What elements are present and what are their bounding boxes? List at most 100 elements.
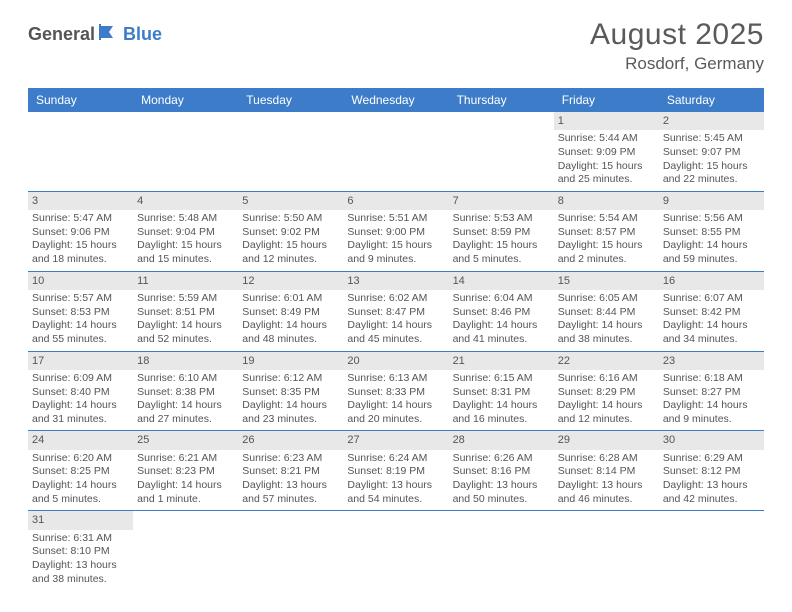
week-row: 31Sunrise: 6:31 AMSunset: 8:10 PMDayligh… [28,511,764,590]
day-cell: 21Sunrise: 6:15 AMSunset: 8:31 PMDayligh… [449,352,554,431]
daylight-line: Daylight: 14 hours and 41 minutes. [453,319,550,346]
sunrise-line: Sunrise: 6:16 AM [558,372,655,386]
day-number: 3 [28,192,133,210]
sunrise-line: Sunrise: 6:29 AM [663,452,760,466]
day-details: Sunrise: 5:59 AMSunset: 8:51 PMDaylight:… [133,290,238,351]
page-header: General Blue August 2025 Rosdorf, German… [0,0,792,82]
day-cell: 30Sunrise: 6:29 AMSunset: 8:12 PMDayligh… [659,431,764,510]
empty-cell [659,511,764,590]
day-details: Sunrise: 6:12 AMSunset: 8:35 PMDaylight:… [238,370,343,431]
sunset-line: Sunset: 8:46 PM [453,306,550,320]
day-details: Sunrise: 5:56 AMSunset: 8:55 PMDaylight:… [659,210,764,271]
sunset-line: Sunset: 9:02 PM [242,226,339,240]
day-number: 14 [449,272,554,290]
day-details: Sunrise: 6:07 AMSunset: 8:42 PMDaylight:… [659,290,764,351]
day-header: Wednesday [343,88,448,112]
day-number: 11 [133,272,238,290]
sunset-line: Sunset: 8:55 PM [663,226,760,240]
sunrise-line: Sunrise: 6:15 AM [453,372,550,386]
daylight-line: Daylight: 13 hours and 42 minutes. [663,479,760,506]
calendar: SundayMondayTuesdayWednesdayThursdayFrid… [28,88,764,590]
day-number: 16 [659,272,764,290]
sunrise-line: Sunrise: 6:23 AM [242,452,339,466]
sunrise-line: Sunrise: 5:54 AM [558,212,655,226]
day-details: Sunrise: 6:09 AMSunset: 8:40 PMDaylight:… [28,370,133,431]
day-number: 8 [554,192,659,210]
day-number: 21 [449,352,554,370]
empty-cell [554,511,659,590]
day-details: Sunrise: 5:53 AMSunset: 8:59 PMDaylight:… [449,210,554,271]
daylight-line: Daylight: 15 hours and 18 minutes. [32,239,129,266]
day-details: Sunrise: 6:28 AMSunset: 8:14 PMDaylight:… [554,450,659,511]
sunset-line: Sunset: 8:14 PM [558,465,655,479]
sunset-line: Sunset: 8:42 PM [663,306,760,320]
day-cell: 10Sunrise: 5:57 AMSunset: 8:53 PMDayligh… [28,272,133,351]
day-number: 23 [659,352,764,370]
daylight-line: Daylight: 14 hours and 59 minutes. [663,239,760,266]
daylight-line: Daylight: 14 hours and 5 minutes. [32,479,129,506]
day-details: Sunrise: 6:23 AMSunset: 8:21 PMDaylight:… [238,450,343,511]
empty-cell [238,112,343,191]
day-cell: 1Sunrise: 5:44 AMSunset: 9:09 PMDaylight… [554,112,659,191]
empty-cell [343,511,448,590]
day-header: Tuesday [238,88,343,112]
day-cell: 12Sunrise: 6:01 AMSunset: 8:49 PMDayligh… [238,272,343,351]
day-number: 31 [28,511,133,529]
daylight-line: Daylight: 15 hours and 15 minutes. [137,239,234,266]
sunset-line: Sunset: 8:33 PM [347,386,444,400]
sunset-line: Sunset: 8:59 PM [453,226,550,240]
day-number: 4 [133,192,238,210]
sunset-line: Sunset: 8:27 PM [663,386,760,400]
empty-cell [238,511,343,590]
day-details: Sunrise: 5:54 AMSunset: 8:57 PMDaylight:… [554,210,659,271]
sunset-line: Sunset: 8:40 PM [32,386,129,400]
day-header: Friday [554,88,659,112]
day-headers: SundayMondayTuesdayWednesdayThursdayFrid… [28,88,764,112]
sunrise-line: Sunrise: 5:48 AM [137,212,234,226]
day-cell: 5Sunrise: 5:50 AMSunset: 9:02 PMDaylight… [238,192,343,271]
day-cell: 8Sunrise: 5:54 AMSunset: 8:57 PMDaylight… [554,192,659,271]
sunset-line: Sunset: 8:23 PM [137,465,234,479]
title-block: August 2025 Rosdorf, Germany [590,18,764,74]
logo-flag-icon [99,24,121,45]
day-header: Sunday [28,88,133,112]
day-number: 15 [554,272,659,290]
day-details: Sunrise: 6:15 AMSunset: 8:31 PMDaylight:… [449,370,554,431]
sunset-line: Sunset: 8:47 PM [347,306,444,320]
sunrise-line: Sunrise: 6:28 AM [558,452,655,466]
day-cell: 29Sunrise: 6:28 AMSunset: 8:14 PMDayligh… [554,431,659,510]
day-cell: 17Sunrise: 6:09 AMSunset: 8:40 PMDayligh… [28,352,133,431]
daylight-line: Daylight: 14 hours and 1 minute. [137,479,234,506]
day-details: Sunrise: 6:26 AMSunset: 8:16 PMDaylight:… [449,450,554,511]
empty-cell [449,112,554,191]
day-number: 9 [659,192,764,210]
day-number: 28 [449,431,554,449]
day-cell: 24Sunrise: 6:20 AMSunset: 8:25 PMDayligh… [28,431,133,510]
empty-cell [133,112,238,191]
day-cell: 22Sunrise: 6:16 AMSunset: 8:29 PMDayligh… [554,352,659,431]
day-cell: 15Sunrise: 6:05 AMSunset: 8:44 PMDayligh… [554,272,659,351]
sunset-line: Sunset: 9:06 PM [32,226,129,240]
week-row: 24Sunrise: 6:20 AMSunset: 8:25 PMDayligh… [28,431,764,511]
daylight-line: Daylight: 14 hours and 38 minutes. [558,319,655,346]
day-cell: 16Sunrise: 6:07 AMSunset: 8:42 PMDayligh… [659,272,764,351]
daylight-line: Daylight: 14 hours and 23 minutes. [242,399,339,426]
sunrise-line: Sunrise: 6:24 AM [347,452,444,466]
sunset-line: Sunset: 8:35 PM [242,386,339,400]
week-row: 3Sunrise: 5:47 AMSunset: 9:06 PMDaylight… [28,192,764,272]
daylight-line: Daylight: 15 hours and 22 minutes. [663,160,760,187]
sunrise-line: Sunrise: 6:05 AM [558,292,655,306]
daylight-line: Daylight: 15 hours and 25 minutes. [558,160,655,187]
day-details: Sunrise: 6:02 AMSunset: 8:47 PMDaylight:… [343,290,448,351]
day-number: 19 [238,352,343,370]
week-row: 17Sunrise: 6:09 AMSunset: 8:40 PMDayligh… [28,352,764,432]
day-details: Sunrise: 6:10 AMSunset: 8:38 PMDaylight:… [133,370,238,431]
daylight-line: Daylight: 14 hours and 20 minutes. [347,399,444,426]
daylight-line: Daylight: 14 hours and 9 minutes. [663,399,760,426]
day-cell: 13Sunrise: 6:02 AMSunset: 8:47 PMDayligh… [343,272,448,351]
daylight-line: Daylight: 14 hours and 27 minutes. [137,399,234,426]
day-details: Sunrise: 6:16 AMSunset: 8:29 PMDaylight:… [554,370,659,431]
sunrise-line: Sunrise: 5:59 AM [137,292,234,306]
day-number: 25 [133,431,238,449]
daylight-line: Daylight: 14 hours and 52 minutes. [137,319,234,346]
